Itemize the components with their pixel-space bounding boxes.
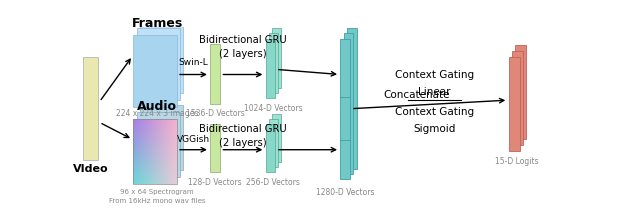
- Text: Bidirectional GRU: Bidirectional GRU: [199, 35, 287, 45]
- Bar: [272, 114, 281, 162]
- Bar: [269, 119, 278, 167]
- Text: 128-D Vectors: 128-D Vectors: [188, 178, 242, 187]
- Bar: [272, 28, 281, 88]
- Text: Sigmoid: Sigmoid: [413, 124, 456, 134]
- Text: Bidirectional GRU: Bidirectional GRU: [199, 124, 287, 134]
- Bar: [340, 39, 350, 179]
- Text: (2 layers): (2 layers): [219, 49, 266, 59]
- Text: Context Gating: Context Gating: [395, 69, 474, 79]
- Bar: [266, 39, 276, 98]
- Bar: [515, 46, 526, 139]
- Text: 256-D Vectors: 256-D Vectors: [246, 178, 300, 187]
- Text: 1536-D Vectors: 1536-D Vectors: [186, 109, 244, 118]
- Text: 1280-D Vectors: 1280-D Vectors: [316, 188, 374, 197]
- Bar: [140, 22, 183, 93]
- Text: From 16kHz mono wav files: From 16kHz mono wav files: [109, 198, 205, 204]
- Bar: [140, 105, 183, 170]
- Text: Swin-L: Swin-L: [179, 58, 208, 67]
- Bar: [210, 124, 220, 172]
- Bar: [137, 28, 180, 100]
- Text: VGGish: VGGish: [177, 135, 210, 144]
- Bar: [269, 34, 278, 93]
- Text: 96 x 64 Spectrogram: 96 x 64 Spectrogram: [121, 189, 194, 195]
- Text: Concatenate: Concatenate: [384, 90, 450, 100]
- Text: Frames: Frames: [132, 17, 183, 30]
- Bar: [347, 28, 357, 168]
- Bar: [266, 124, 276, 172]
- Bar: [210, 44, 220, 103]
- Text: (2 layers): (2 layers): [219, 138, 266, 148]
- Bar: [133, 35, 177, 107]
- Bar: [133, 119, 177, 184]
- Bar: [137, 112, 180, 177]
- Text: 224 x 224 x 3 images: 224 x 224 x 3 images: [116, 109, 198, 118]
- Text: 1024-D Vectors: 1024-D Vectors: [244, 104, 302, 113]
- Text: Linear: Linear: [418, 87, 451, 97]
- Bar: [512, 52, 522, 145]
- Text: Audio: Audio: [137, 101, 177, 113]
- Text: Context Gating: Context Gating: [395, 107, 474, 117]
- Text: VIdeo: VIdeo: [73, 164, 108, 174]
- Text: 15-D Logits: 15-D Logits: [495, 157, 539, 166]
- Bar: [344, 34, 353, 174]
- Bar: [509, 57, 520, 151]
- Bar: [83, 57, 98, 160]
